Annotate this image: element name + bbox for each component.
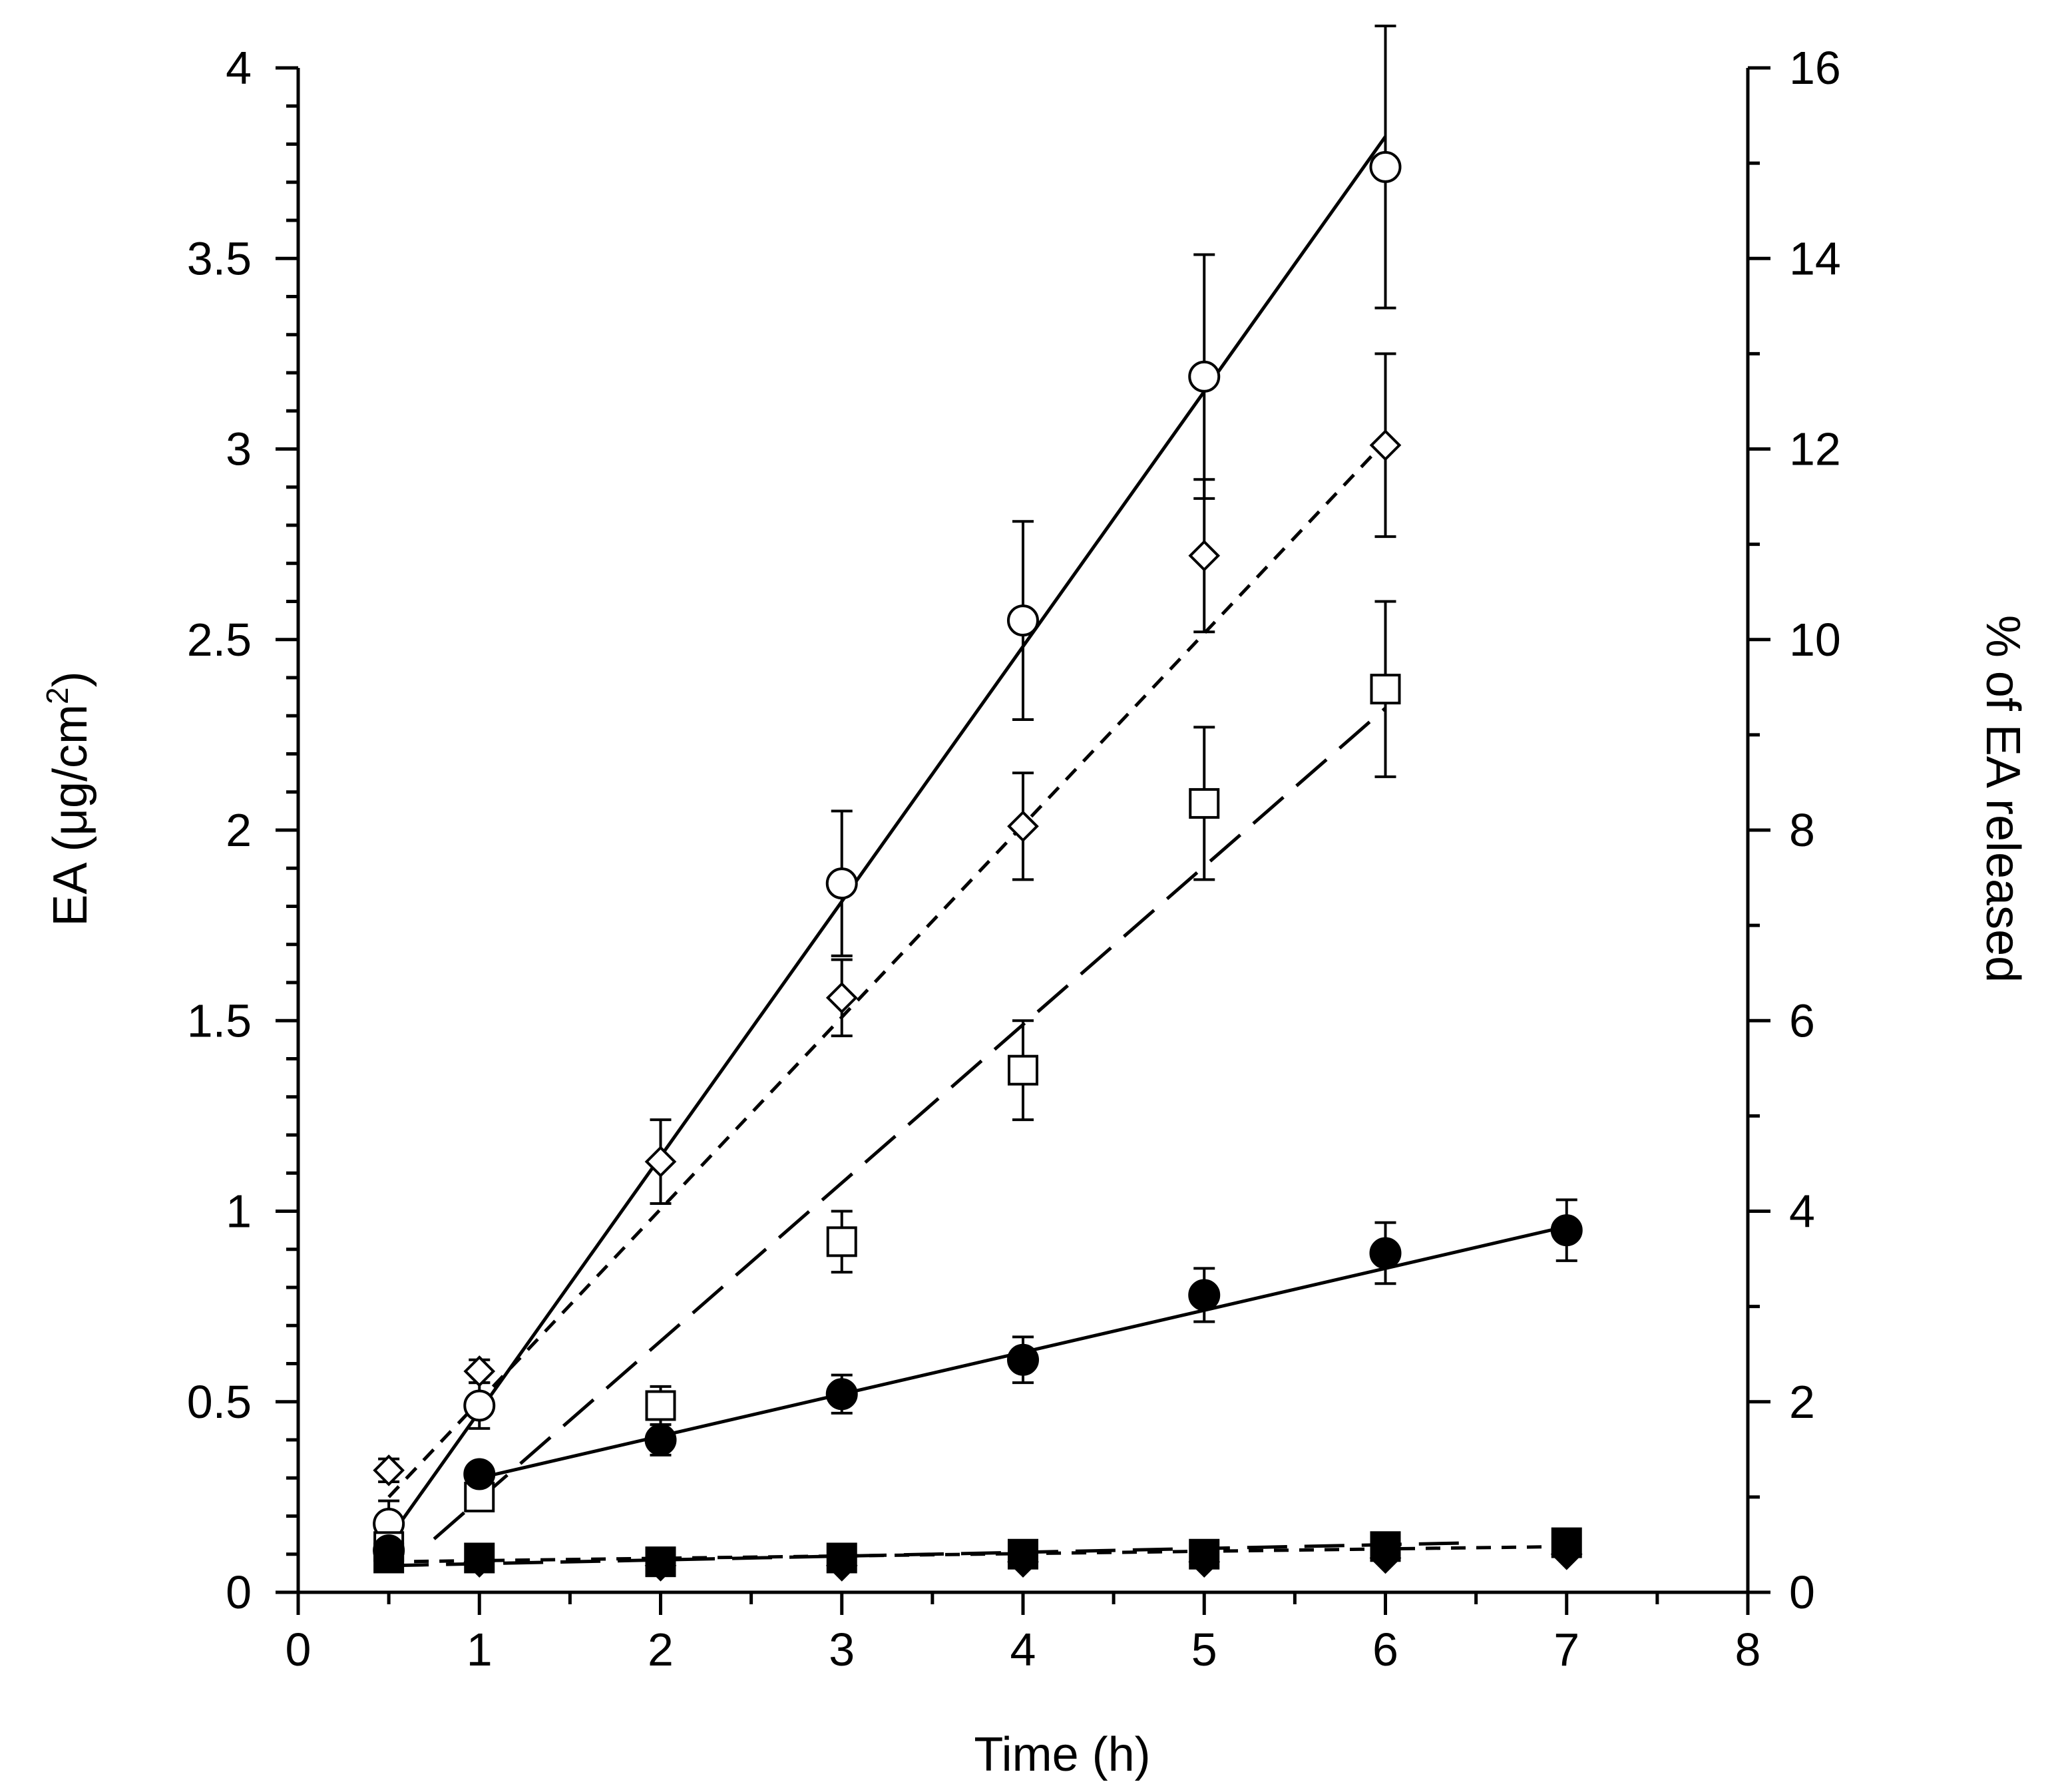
x-tick-label: 1: [467, 1624, 493, 1676]
y-axis-left-label-superscript: 2: [40, 687, 75, 704]
data-point-diamond-open: [1369, 429, 1402, 461]
data-point-diamond-filled: [644, 1550, 677, 1582]
fit-lines-layer: [387, 135, 1567, 1568]
y-axis-left-label-main: EA (μg/cm: [44, 704, 97, 927]
data-point-square-open: [826, 1226, 857, 1257]
x-tick-label: 0: [286, 1624, 311, 1676]
data-point-diamond-open: [644, 1146, 677, 1178]
data-point-diamond-open: [1188, 539, 1221, 572]
y-left-tick-label: 0: [226, 1566, 252, 1618]
y-axis-left-label: EA (μg/cm2): [40, 671, 97, 926]
y-left-tick-label: 3.5: [187, 232, 252, 284]
data-point-diamond-filled: [1550, 1538, 1583, 1570]
y-left-tick-label: 4: [226, 42, 252, 94]
data-point-diamond-open: [373, 1454, 405, 1486]
x-tick-label: 6: [1372, 1624, 1398, 1676]
markers-layer: [373, 150, 1583, 1582]
y-right-tick-label: 10: [1789, 614, 1841, 666]
data-point-diamond-filled: [463, 1546, 496, 1578]
fit-line-square-open: [433, 706, 1387, 1540]
x-axis-label: Time (h): [974, 1728, 1150, 1781]
y-left-tick-label: 1.5: [187, 995, 252, 1046]
error-bars-layer: [378, 25, 1577, 1560]
fit-line-circle-open: [387, 135, 1387, 1540]
x-tick-label: 5: [1191, 1624, 1217, 1676]
data-point-circle-filled: [644, 1424, 677, 1456]
x-tick-label: 2: [648, 1624, 674, 1676]
data-point-circle-filled: [1007, 1343, 1039, 1376]
data-point-circle-filled: [825, 1378, 858, 1411]
data-point-square-open: [1370, 674, 1401, 705]
data-point-circle-open: [1007, 604, 1039, 637]
y-left-tick-label: 0.5: [187, 1376, 252, 1428]
y-axis-right-label: % of EA released: [1976, 615, 2029, 983]
axes-layer: [276, 66, 1770, 1615]
data-point-circle-open: [463, 1389, 496, 1422]
y-right-tick-label: 14: [1789, 232, 1841, 284]
data-point-circle-open: [1188, 360, 1221, 393]
data-point-circle-open: [1369, 150, 1402, 183]
data-point-diamond-open: [825, 982, 858, 1014]
y-right-tick-label: 16: [1789, 42, 1841, 94]
y-right-tick-label: 8: [1789, 804, 1815, 856]
data-point-square-open: [645, 1390, 676, 1421]
y-left-tick-label: 1: [226, 1186, 252, 1237]
fit-line-diamond-filled: [389, 1541, 1476, 1568]
data-point-diamond-open: [1007, 810, 1039, 843]
fit-line-diamond-open: [387, 440, 1387, 1498]
y-left-tick-label: 2.5: [187, 614, 252, 666]
data-point-circle-open: [825, 867, 858, 900]
data-point-diamond-filled: [1007, 1546, 1039, 1578]
x-tick-label: 8: [1735, 1624, 1761, 1676]
data-point-diamond-filled: [373, 1538, 405, 1570]
y-left-tick-label: 2: [226, 804, 252, 856]
y-right-tick-label: 0: [1789, 1566, 1815, 1618]
data-point-circle-filled: [1188, 1279, 1221, 1311]
y-right-tick-label: 12: [1789, 423, 1841, 475]
y-left-tick-label: 3: [226, 423, 252, 475]
data-point-diamond-filled: [1369, 1542, 1402, 1574]
data-point-circle-filled: [463, 1458, 496, 1490]
data-point-circle-filled: [1369, 1237, 1402, 1269]
x-tick-label: 4: [1010, 1624, 1036, 1676]
y-right-tick-label: 2: [1789, 1376, 1815, 1428]
x-tick-label: 3: [829, 1624, 855, 1676]
y-axis-left-label-end: ): [44, 671, 97, 687]
data-point-diamond-filled: [1188, 1546, 1221, 1578]
data-point-square-open: [1189, 787, 1220, 819]
x-tick-label: 7: [1553, 1624, 1579, 1676]
y-right-tick-label: 6: [1789, 995, 1815, 1046]
data-point-diamond-filled: [825, 1550, 858, 1582]
y-right-tick-label: 4: [1789, 1186, 1815, 1237]
data-point-diamond-open: [463, 1355, 496, 1387]
data-point-circle-filled: [1550, 1214, 1583, 1247]
data-point-square-open: [1008, 1054, 1038, 1086]
